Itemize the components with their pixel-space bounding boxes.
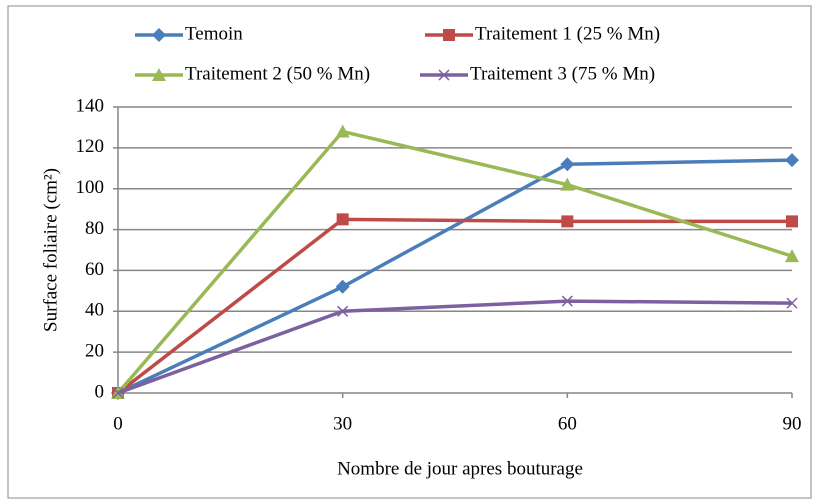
- series-line: [117, 299, 793, 395]
- marker: [152, 68, 166, 81]
- y-tick-label: 100: [76, 177, 105, 198]
- marker: [335, 124, 350, 138]
- y-tick-label: 80: [85, 218, 104, 239]
- marker: [785, 249, 799, 263]
- legend-label: Traitement 1 (25 % Mn): [475, 23, 660, 44]
- legend-label: Traitement 3 (75 % Mn): [470, 63, 655, 84]
- marker: [443, 29, 455, 41]
- marker: [335, 279, 350, 294]
- y-tick-label: 140: [76, 95, 105, 116]
- x-tick-label: 0: [113, 413, 123, 434]
- series-line: [116, 129, 793, 395]
- y-tick-label: 120: [76, 136, 105, 157]
- marker: [561, 295, 573, 307]
- marker: [560, 157, 575, 172]
- marker: [336, 213, 349, 226]
- marker: [337, 305, 349, 317]
- marker: [438, 69, 450, 81]
- y-axis-label: Surface foliaire (cm²): [40, 168, 61, 332]
- marker: [560, 177, 575, 191]
- x-tick-label: 90: [783, 413, 802, 434]
- marker: [561, 215, 574, 228]
- y-tick-label: 60: [85, 259, 104, 280]
- marker: [786, 215, 798, 228]
- marker: [152, 28, 166, 42]
- x-tick-label: 60: [558, 413, 577, 434]
- legend-label: Temoin: [185, 23, 243, 44]
- marker: [786, 297, 798, 309]
- y-tick-label: 0: [95, 381, 105, 402]
- marker: [112, 387, 124, 399]
- marker: [785, 153, 799, 168]
- series-line: [117, 158, 793, 395]
- y-tick-label: 40: [85, 300, 104, 321]
- x-tick-label: 30: [333, 413, 352, 434]
- legend-label: Traitement 2 (50 % Mn): [185, 63, 370, 84]
- y-tick-label: 20: [85, 341, 104, 362]
- x-axis-label: Nombre de jour apres bouturage: [337, 458, 583, 479]
